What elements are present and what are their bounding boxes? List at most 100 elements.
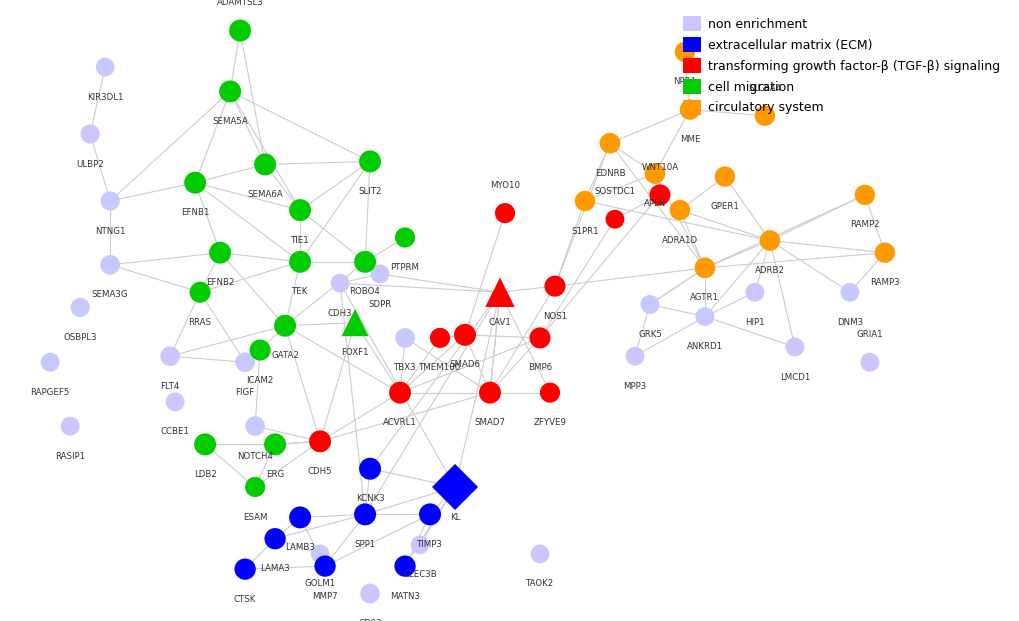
- Text: NTNG1: NTNG1: [95, 227, 125, 235]
- Text: ADRB2: ADRB2: [754, 266, 785, 275]
- Point: [677, 47, 693, 57]
- Text: BMP6: BMP6: [528, 363, 551, 373]
- Point: [746, 288, 762, 297]
- Text: TIMP3: TIMP3: [417, 540, 442, 549]
- Point: [491, 288, 507, 297]
- Point: [601, 138, 618, 148]
- Text: DNM3: DNM3: [836, 318, 862, 327]
- Text: GRIA1: GRIA1: [856, 330, 882, 339]
- Point: [62, 421, 78, 431]
- Point: [247, 421, 263, 431]
- Text: SEMA5A: SEMA5A: [212, 117, 248, 126]
- Text: TEK: TEK: [291, 288, 308, 296]
- Text: KIR3DL1: KIR3DL1: [87, 93, 123, 102]
- Text: APLN: APLN: [643, 199, 665, 208]
- Text: SLC6A4: SLC6A4: [748, 84, 781, 93]
- Text: WNT10A: WNT10A: [641, 163, 678, 172]
- Text: LAMA3: LAMA3: [260, 564, 289, 573]
- Point: [102, 260, 118, 270]
- Point: [531, 333, 547, 343]
- Text: NOS1: NOS1: [542, 312, 567, 320]
- Point: [102, 196, 118, 206]
- Point: [82, 129, 98, 139]
- Text: ANKRD1: ANKRD1: [686, 342, 722, 351]
- Text: MPP3: MPP3: [623, 382, 646, 391]
- Text: HIP1: HIP1: [744, 318, 764, 327]
- Text: ACVRL1: ACVRL1: [383, 418, 417, 427]
- Text: GPER1: GPER1: [710, 202, 739, 211]
- Text: RASIP1: RASIP1: [55, 451, 86, 461]
- Text: TBX3: TBX3: [393, 363, 416, 373]
- Text: KL: KL: [449, 512, 460, 522]
- Text: NPR1: NPR1: [673, 78, 696, 86]
- Point: [277, 321, 293, 331]
- Text: CD93: CD93: [358, 619, 381, 621]
- Text: ADRA1D: ADRA1D: [661, 235, 697, 245]
- Text: LAMB3: LAMB3: [285, 543, 315, 552]
- Text: RRAS: RRAS: [189, 318, 211, 327]
- Text: MATN3: MATN3: [389, 592, 420, 601]
- Text: LMCD1: LMCD1: [779, 373, 809, 381]
- Point: [861, 357, 877, 367]
- Text: ULBP2: ULBP2: [76, 160, 104, 168]
- Text: ERG: ERG: [266, 470, 284, 479]
- Point: [856, 190, 872, 200]
- Point: [236, 564, 253, 574]
- Text: SEMA6A: SEMA6A: [247, 190, 282, 199]
- Point: [531, 549, 547, 559]
- Text: PTPRM: PTPRM: [390, 263, 419, 272]
- Text: GOLM1: GOLM1: [304, 579, 335, 589]
- Text: SMAD6: SMAD6: [449, 360, 480, 369]
- Point: [317, 561, 333, 571]
- Text: KCNK3: KCNK3: [356, 494, 384, 503]
- Point: [577, 196, 593, 206]
- Point: [167, 397, 183, 407]
- Point: [756, 111, 772, 120]
- Point: [641, 299, 657, 309]
- Text: ADAMTSL3: ADAMTSL3: [216, 0, 263, 7]
- Point: [346, 318, 363, 328]
- Text: SEMA3G: SEMA3G: [92, 291, 128, 299]
- Point: [716, 171, 733, 181]
- Text: CDH5: CDH5: [308, 467, 332, 476]
- Text: SMAD7: SMAD7: [474, 418, 505, 427]
- Point: [257, 160, 273, 170]
- Point: [357, 509, 373, 519]
- Legend: non enrichment, extracellular matrix (ECM), transforming growth factor-β (TGF-β): non enrichment, extracellular matrix (EC…: [679, 12, 1003, 119]
- Point: [446, 482, 463, 492]
- Point: [357, 257, 373, 267]
- Text: RAPGEF5: RAPGEF5: [31, 388, 70, 397]
- Point: [212, 248, 228, 258]
- Text: TAOK2: TAOK2: [526, 579, 553, 589]
- Point: [422, 509, 438, 519]
- Point: [72, 302, 89, 312]
- Point: [222, 86, 238, 96]
- Point: [362, 156, 378, 166]
- Point: [696, 263, 712, 273]
- Text: CCBE1: CCBE1: [160, 427, 190, 437]
- Text: LDB2: LDB2: [194, 470, 216, 479]
- Text: MME: MME: [679, 135, 699, 144]
- Text: RAMP2: RAMP2: [849, 220, 878, 229]
- Text: GRK5: GRK5: [637, 330, 661, 339]
- Text: CDH3: CDH3: [327, 309, 352, 318]
- Point: [291, 512, 308, 522]
- Point: [162, 351, 178, 361]
- Text: ESAM: ESAM: [243, 512, 267, 522]
- Point: [372, 269, 388, 279]
- Text: S1PR1: S1PR1: [571, 227, 598, 235]
- Text: OSBPL3: OSBPL3: [63, 333, 97, 342]
- Text: TIE1: TIE1: [290, 235, 309, 245]
- Point: [672, 205, 688, 215]
- Text: AGTR1: AGTR1: [690, 294, 718, 302]
- Point: [651, 190, 667, 200]
- Point: [681, 105, 697, 115]
- Text: GATA2: GATA2: [271, 351, 299, 360]
- Text: SDPR: SDPR: [368, 299, 391, 309]
- Point: [546, 281, 562, 291]
- Point: [192, 288, 208, 297]
- Text: FOXF1: FOXF1: [341, 348, 369, 357]
- Text: SOSTDC1: SOSTDC1: [594, 187, 635, 196]
- Point: [396, 333, 413, 343]
- Point: [267, 533, 283, 544]
